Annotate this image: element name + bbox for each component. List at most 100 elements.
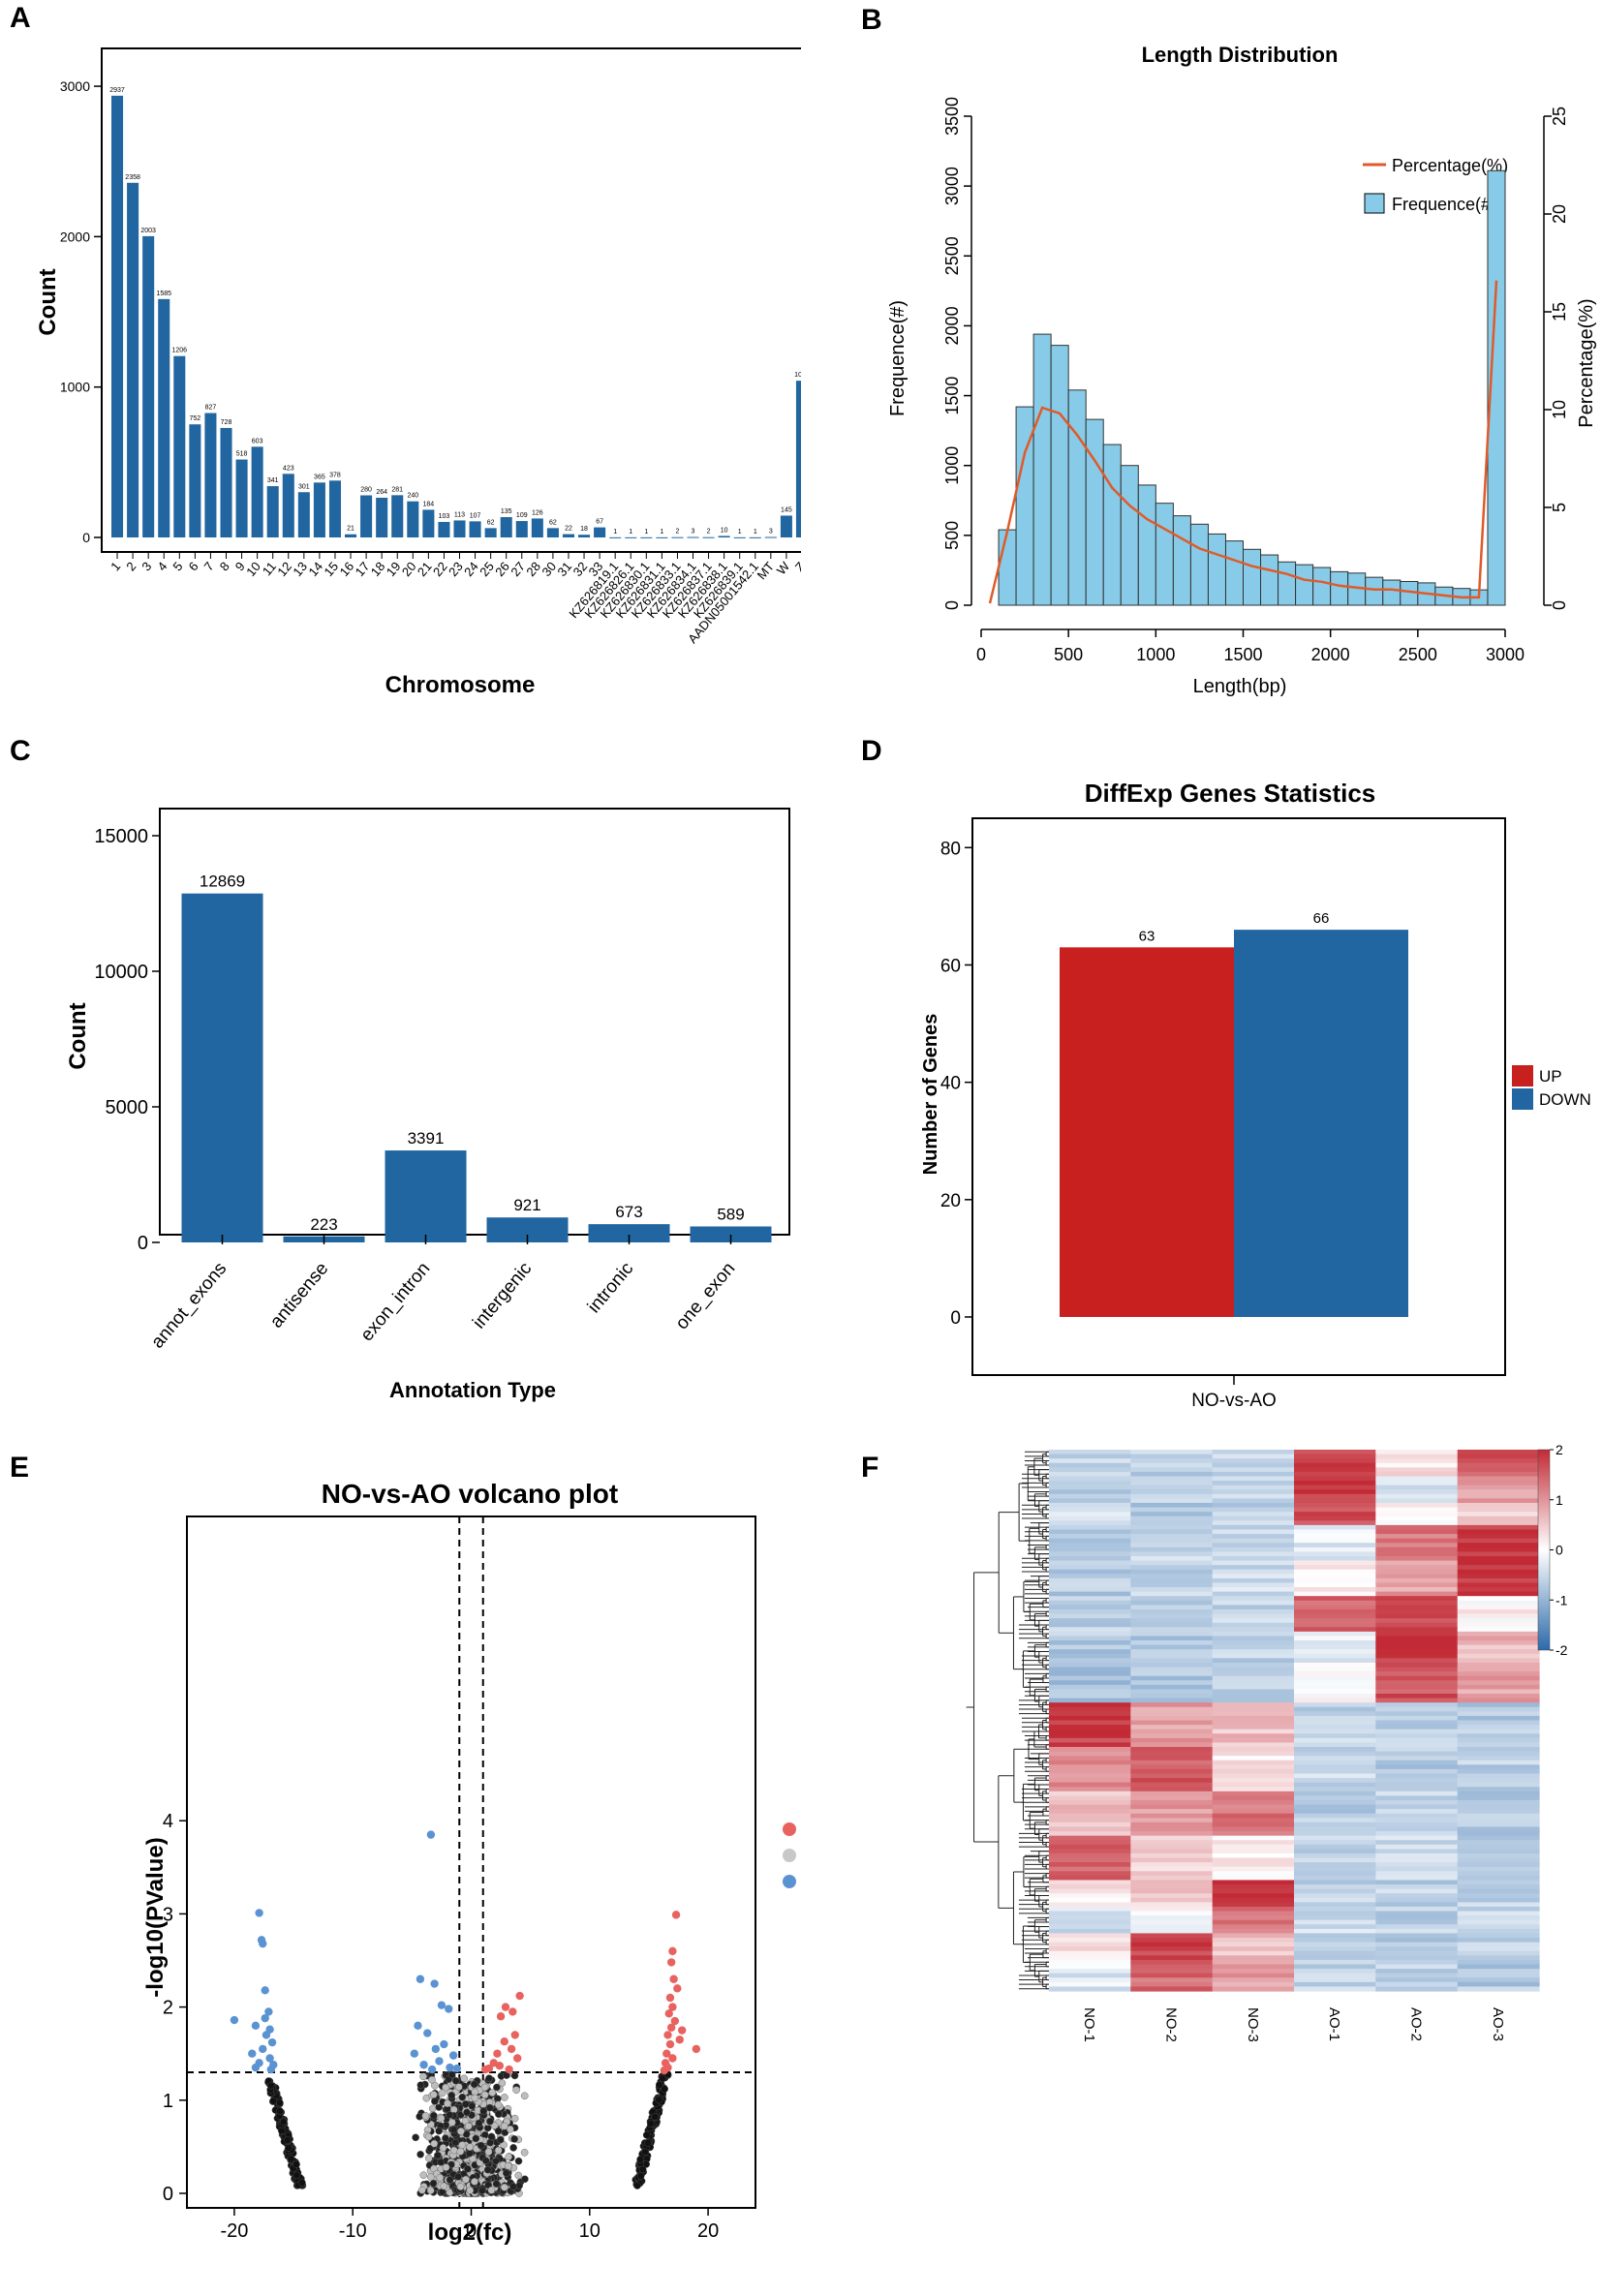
heatmap-cell	[1212, 1543, 1295, 1548]
heatmap-cell	[1294, 1733, 1376, 1739]
heatmap-cell	[1457, 1631, 1540, 1638]
heatmap-cell	[1212, 1888, 1295, 1894]
heatmap-cell	[1375, 1773, 1459, 1779]
heatmap-cell	[1130, 1622, 1214, 1628]
heatmap-cell	[1130, 1715, 1214, 1722]
heatmap-cell	[1130, 1756, 1214, 1761]
data-label: 67	[596, 519, 603, 526]
data-label: 827	[205, 405, 217, 412]
nosig-point	[438, 2089, 447, 2097]
heatmap-cell	[1457, 1569, 1540, 1575]
heatmap-cell	[1130, 1608, 1214, 1615]
up-point	[480, 2065, 490, 2074]
heatmap-cell	[1375, 1471, 1459, 1478]
heatmap-cell	[1457, 1450, 1540, 1455]
bar-19	[391, 495, 404, 537]
heatmap-cell	[1375, 1529, 1459, 1535]
heatmap-cell	[1457, 1667, 1540, 1672]
heatmap-cell	[1457, 1502, 1540, 1509]
nosig-point	[421, 2112, 430, 2120]
heatmap-cell	[1049, 1751, 1131, 1757]
color-scale-tick-label: 1	[1556, 1492, 1563, 1508]
heatmap-cell	[1130, 1973, 1214, 1978]
nosig-point	[416, 2150, 424, 2158]
nosig-point	[520, 2092, 529, 2100]
heatmap-cell	[1375, 1618, 1459, 1624]
y-tick-label: 0	[942, 600, 962, 610]
heatmap-cell	[1457, 1644, 1540, 1650]
heatmap-cell	[1212, 1959, 1295, 1966]
y-tick-label: 0	[138, 1233, 148, 1254]
y-axis-label: Count	[35, 268, 61, 335]
hist-bar	[1487, 169, 1506, 606]
heatmap-cell	[1457, 1613, 1540, 1619]
heatmap-cell	[1457, 1906, 1540, 1913]
heatmap-cell	[1294, 1924, 1376, 1930]
heatmap-cell	[1049, 1515, 1131, 1521]
heatmap-cell	[1294, 1862, 1376, 1868]
down-point	[445, 2005, 453, 2013]
nosig-point	[444, 2099, 451, 2108]
heatmap-cell	[1049, 1964, 1131, 1970]
heatmap-cell	[1375, 1565, 1459, 1571]
heatmap-cell	[1457, 1711, 1540, 1717]
heatmap-cell	[1212, 1902, 1295, 1908]
heatmap-cell	[1049, 1840, 1131, 1846]
heatmap-cell	[1212, 1507, 1295, 1513]
heatmap-cell	[1212, 1906, 1295, 1913]
heatmap-cell	[1130, 1795, 1214, 1801]
heatmap-cell	[1130, 1569, 1214, 1575]
heatmap-cell	[1212, 1560, 1295, 1566]
x-tick-label: 0	[466, 2220, 477, 2242]
nosig-point	[500, 2183, 508, 2191]
heatmap-cell	[1130, 1969, 1214, 1975]
heatmap-cell	[1130, 1768, 1214, 1775]
up-point	[505, 2065, 513, 2074]
heatmap-cell	[1375, 1489, 1459, 1495]
data-label: 2937	[109, 87, 125, 94]
heatmap-cell	[1130, 1813, 1214, 1819]
heatmap-cell	[1375, 1476, 1459, 1482]
heatmap-cell	[1375, 1596, 1459, 1602]
heatmap-cell	[1212, 1729, 1295, 1734]
nosig-point	[496, 2135, 505, 2144]
heatmap-cell	[1049, 1768, 1131, 1775]
heatmap-cell	[1049, 1862, 1131, 1868]
y-tick-label: 60	[940, 956, 961, 976]
bar-one_exon	[690, 1226, 772, 1242]
heatmap-cell	[1212, 1911, 1295, 1916]
heatmap-cell	[1294, 1787, 1376, 1792]
nosig-point	[456, 2183, 465, 2190]
nosig-point	[509, 2183, 517, 2190]
down-point	[431, 2044, 441, 2054]
heatmap-cell	[1049, 1613, 1131, 1619]
heatmap-cell	[1130, 1862, 1214, 1868]
heatmap-cell	[1294, 1826, 1376, 1832]
heatmap-cell	[1049, 1596, 1131, 1602]
heatmap-cell	[1049, 1555, 1131, 1562]
heatmap-cell	[1212, 1608, 1295, 1615]
down-point	[251, 2021, 261, 2031]
heatmap-cell	[1212, 1928, 1295, 1935]
heatmap-cell	[1049, 1986, 1131, 1992]
bar-23	[453, 520, 466, 537]
nosig-point	[510, 2071, 519, 2080]
heatmap-cell	[1049, 1600, 1131, 1606]
heatmap-cell	[1049, 1942, 1131, 1947]
plot-frame	[971, 817, 1506, 1376]
heatmap-cell	[1375, 1840, 1459, 1846]
heatmap-cell	[1294, 1454, 1376, 1459]
heatmap-cell	[1130, 1986, 1214, 1992]
heatmap-cell	[1294, 1524, 1376, 1531]
y2-tick-label: 15	[1550, 302, 1569, 321]
heatmap-cell	[1130, 1560, 1214, 1566]
heatmap-cell	[1457, 1560, 1540, 1566]
data-label: 1042	[794, 372, 801, 379]
heatmap-cell	[1130, 1551, 1214, 1557]
nosig-point	[483, 2165, 492, 2174]
y-tick-label: 15000	[94, 826, 148, 847]
heatmap-cell	[1049, 1658, 1131, 1664]
column-label: AO-2	[1408, 2007, 1425, 2041]
heatmap-cell	[1212, 1938, 1295, 1944]
heatmap-cell	[1212, 1711, 1295, 1717]
